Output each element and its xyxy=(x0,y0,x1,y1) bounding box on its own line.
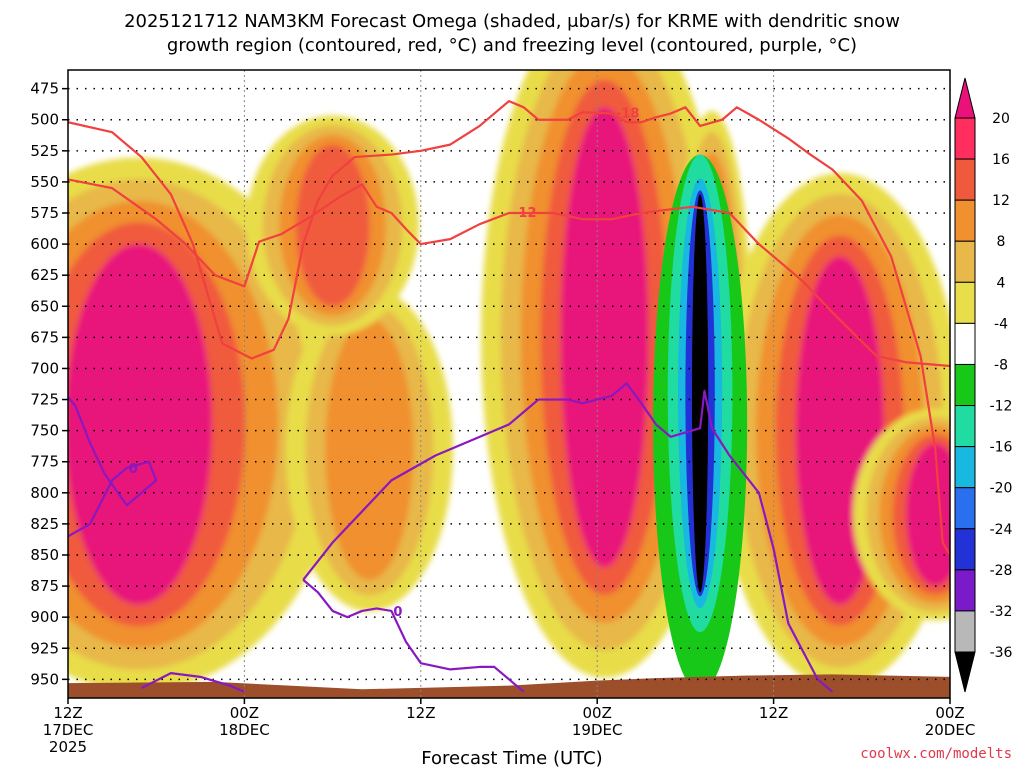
colorbar-swatch xyxy=(954,117,976,160)
y-tick-label: 475 xyxy=(30,80,59,98)
x-tick-label: 2025 xyxy=(49,738,87,756)
colorbar-label: 12 xyxy=(992,193,1010,209)
colorbar-swatch xyxy=(954,199,976,242)
dgz-contour--18 xyxy=(68,99,950,556)
omega-max-6-pink xyxy=(905,443,950,587)
x-axis-title: Forecast Time (UTC) xyxy=(421,748,602,768)
dgz-contour-label: -18 xyxy=(616,107,640,122)
terrain-ground xyxy=(68,674,950,698)
colorbar-label: -16 xyxy=(990,440,1013,456)
x-tick-label: 12Z xyxy=(759,704,788,722)
chart-subtitle: growth region (contoured, red, °C) and f… xyxy=(167,35,857,56)
colorbar-swatch xyxy=(954,610,976,653)
contour-layer: -12 -18 0 0 xyxy=(68,99,950,693)
y-tick-label: 500 xyxy=(30,111,59,129)
colorbar-label: -28 xyxy=(990,563,1013,579)
colorbar-bottom-arrow xyxy=(954,651,976,693)
colorbar-swatch xyxy=(954,405,976,448)
omega-min-core-ring-4 xyxy=(692,194,709,593)
freezing-level-contour xyxy=(68,396,158,538)
omega-max-2-red xyxy=(295,144,370,307)
y-axis: 475 500 525 550 575 600 625 650 675 700 725 750 775 8… xyxy=(30,80,68,688)
y-tick-label: 550 xyxy=(30,173,59,191)
colorbar-swatch xyxy=(954,446,976,489)
omega-max-0-pink xyxy=(68,244,213,605)
x-tick-label: 00Z xyxy=(230,704,259,722)
y-tick-label: 825 xyxy=(30,515,59,533)
colorbar-swatch xyxy=(954,281,976,324)
dgz-contour--12 xyxy=(68,178,950,368)
y-tick-label: 900 xyxy=(30,608,59,626)
y-tick-label: 800 xyxy=(30,484,59,502)
colorbar-swatch xyxy=(954,528,976,571)
x-tick-label: 00Z xyxy=(935,704,964,722)
y-tick-label: 725 xyxy=(30,391,59,409)
plot-frame xyxy=(67,69,951,699)
colorbar-swatch xyxy=(954,363,976,407)
colorbar-label: -8 xyxy=(994,357,1008,373)
y-tick-label: 625 xyxy=(30,266,59,284)
omega-max-1-orange xyxy=(325,318,414,580)
x-tick-label: 17DEC xyxy=(43,721,94,739)
x-tick-label: 20DEC xyxy=(925,721,976,739)
y-tick-label: 700 xyxy=(30,359,59,377)
colorbar-swatch xyxy=(954,240,976,283)
y-tick-label: 600 xyxy=(30,235,59,253)
y-tick-label: 850 xyxy=(30,546,59,564)
colorbar-swatch xyxy=(954,569,976,612)
colorbar-label: 8 xyxy=(997,234,1006,250)
y-tick-label: 925 xyxy=(30,639,59,657)
x-tick-label: 19DEC xyxy=(572,721,623,739)
colorbar-swatch xyxy=(954,487,976,530)
y-tick-label: 775 xyxy=(30,453,59,471)
y-tick-label: 575 xyxy=(30,204,59,222)
colorbar-top-arrow xyxy=(954,77,976,119)
colorbar-label: 16 xyxy=(992,152,1010,168)
colorbar-label: -20 xyxy=(990,481,1013,497)
colorbar-swatch xyxy=(954,158,976,201)
y-tick-label: 525 xyxy=(30,142,59,160)
y-tick-label: 650 xyxy=(30,297,59,315)
colorbar-swatch xyxy=(954,322,976,365)
freezing-level-contour xyxy=(302,382,834,693)
x-tick-label: 00Z xyxy=(583,704,612,722)
chart-title: 2025121712 NAM3KM Forecast Omega (shaded… xyxy=(124,11,900,32)
freezing-level-contour xyxy=(302,579,525,693)
x-tick-label: 12Z xyxy=(53,704,82,722)
colorbar-label: -24 xyxy=(990,522,1013,538)
freezing-level-label: 0 xyxy=(129,462,138,477)
freezing-level-contour xyxy=(141,672,245,693)
colorbar-label: -32 xyxy=(990,604,1013,620)
freezing-level-label: 0 xyxy=(393,605,402,620)
y-tick-label: 950 xyxy=(30,670,59,688)
colorbar-label: -4 xyxy=(994,316,1008,332)
x-tick-label: 12Z xyxy=(406,704,435,722)
y-tick-label: 875 xyxy=(30,577,59,595)
site-credit: coolwx.com/modelts xyxy=(860,746,1012,762)
y-tick-label: 675 xyxy=(30,328,59,346)
colorbar-label: -12 xyxy=(990,399,1013,415)
colorbar-label: -36 xyxy=(990,645,1013,661)
colorbar-label: 20 xyxy=(992,111,1010,127)
colorbar-label: 4 xyxy=(997,275,1006,291)
terrain-layer xyxy=(68,674,950,698)
colorbar-legend: 20 16 12 8 4 -4 -8 -12 -16 -20 -24 -28 -32 -36 xyxy=(954,77,1013,693)
y-tick-label: 750 xyxy=(30,422,59,440)
dgz-contour-label: -12 xyxy=(513,206,537,221)
x-tick-label: 18DEC xyxy=(219,721,270,739)
